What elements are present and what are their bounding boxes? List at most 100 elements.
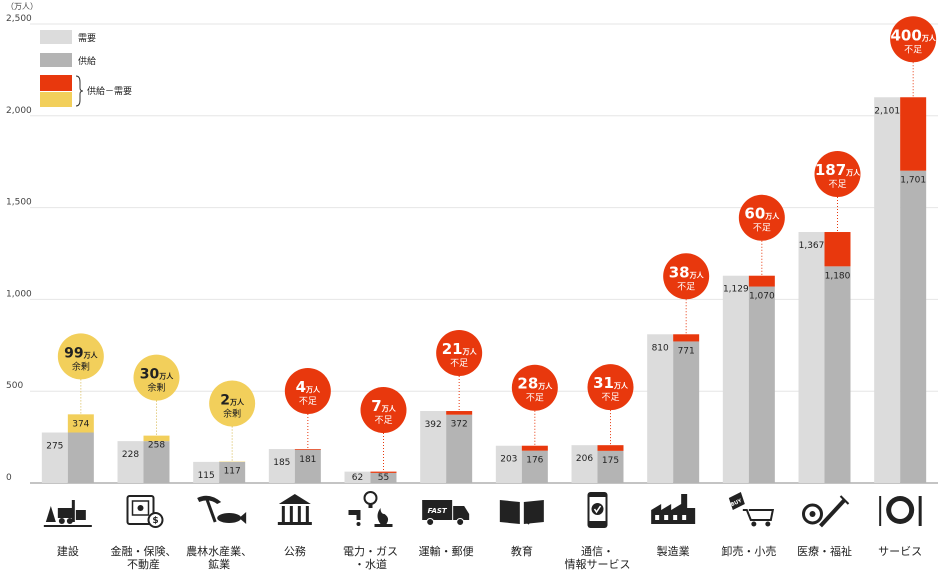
demand-value-label: 1,367 [799,241,825,251]
category-label: ・水道 [354,557,387,570]
gap-status-label: 余剰 [223,408,241,420]
faucet-pipe [348,510,361,515]
building-column [281,506,285,522]
book-right-page [523,500,544,524]
gap-value-label: 2万人 [220,393,245,409]
supply-bar [748,286,775,483]
surplus-segment [67,414,94,433]
gap-number: 99 [64,345,83,361]
gap-unit: 万人 [613,381,629,390]
supply-bar [370,472,397,483]
gap-unit: 万人 [537,382,553,391]
gap-bubble [284,368,331,415]
demand-value-label: 115 [198,471,215,481]
truck-logo-text: FAST [428,507,448,515]
supply-value-label: 117 [224,467,241,477]
gap-unit: 万人 [845,168,861,177]
gap-number: 38 [669,263,690,281]
legend-brace [75,75,84,107]
finance-safe-icon: $ [126,495,164,528]
legend-surplus-swatch [40,92,72,107]
supply-value-label: 175 [602,456,619,466]
ground-line [43,525,92,527]
demand-value-label: 810 [652,343,669,353]
gap-unit: 万人 [158,372,174,381]
forklift-wheel [66,518,73,524]
gap-unit: 万人 [381,404,397,413]
category-label: 金融・保険、 [111,544,177,558]
category-label: 運輸・郵便 [419,544,474,558]
cart-wheel [765,521,771,527]
cart-wheel [751,521,757,527]
supply-value-label: 372 [451,420,468,430]
demand-value-label: 275 [46,442,63,452]
fish-tail [239,512,247,524]
y-tick-label: 2,500 [6,14,32,24]
legend-supply-label: 供給 [78,55,96,67]
y-axis-unit: （万人） [6,2,38,11]
category-label: 医療・福祉 [797,544,852,558]
gap-status-label: 不足 [299,396,317,407]
demand-bar [798,232,825,483]
plate-inner [891,501,910,519]
shortage-segment [294,449,321,450]
gas-flame [377,508,389,524]
y-tick-label: 500 [6,381,23,391]
supply-bar [900,170,927,483]
gap-number: 30 [140,367,160,383]
gap-status-label: 不足 [526,393,544,404]
gap-unit: 万人 [921,33,937,42]
gap-number: 187 [815,161,846,179]
check-circle [591,503,604,515]
gap-bubble [587,364,634,411]
faucet-spout [356,514,361,520]
water-drop [356,522,361,526]
supply-value-label: 1,701 [900,176,926,186]
gap-bubble [133,354,180,401]
stethoscope-center [809,511,816,517]
open-book-icon [499,500,544,525]
gap-unit: 万人 [229,398,245,407]
demand-bar [495,445,522,483]
gap-bubble [209,380,256,427]
book-left-page [499,500,520,524]
supply-value-label: 176 [526,456,543,466]
gap-value-label: 400万人 [891,26,937,44]
shortage-segment [673,334,700,342]
supply-value-label: 1,180 [825,271,851,281]
building-column [305,506,309,522]
category-icons: $ FAST BUY [43,491,922,528]
tag-text: BUY [730,498,743,508]
demand-bar [268,449,295,483]
safe-door [131,500,150,516]
gap-bubble [360,387,407,433]
supply-value-label: 1,070 [749,292,775,302]
shopping-cart-icon: BUY [728,492,775,527]
category-label: 鉱業 [208,557,230,570]
medical-icon [802,495,850,528]
truck-wheel [456,518,465,526]
shortage-segment [597,445,624,451]
category-label: 不動産 [127,557,160,570]
bulb-base [368,504,373,508]
gap-status-label: 不足 [450,358,468,369]
gap-status-label: 不足 [601,392,619,403]
category-label: 建設 [57,544,79,558]
price-tag [728,492,745,510]
category-label: 通信・ [581,545,614,558]
legend: 需要 供給 供給－需要 [40,30,132,107]
category-label: 卸売・小売 [721,544,776,558]
building-column [297,506,301,522]
bars [41,97,927,483]
gap-bubble [663,253,710,300]
legend-demand-label: 需要 [78,33,96,44]
building-column [289,506,293,522]
gap-number: 21 [442,340,463,358]
gap-number: 28 [517,375,538,393]
demand-bar [874,97,901,483]
pen-shape [527,505,543,525]
y-tick-label: 1,000 [6,289,32,299]
category-label: 教育 [511,544,533,558]
forklift-body [57,508,74,518]
